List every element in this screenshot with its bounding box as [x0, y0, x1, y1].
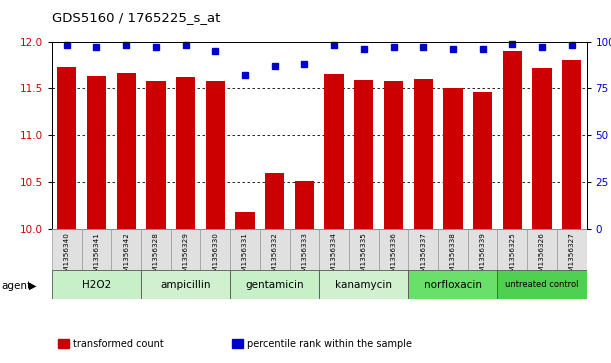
Bar [52, 229, 82, 270]
Bar [176, 77, 196, 229]
Bar [438, 229, 468, 270]
Bar [141, 270, 230, 299]
Bar [532, 68, 552, 229]
Bar [57, 67, 76, 229]
Text: norfloxacin: norfloxacin [424, 280, 482, 290]
Text: GSM1356334: GSM1356334 [331, 232, 337, 281]
Bar [497, 270, 587, 299]
Text: GSM1356333: GSM1356333 [301, 232, 307, 281]
Bar [408, 229, 438, 270]
Text: kanamycin: kanamycin [335, 280, 392, 290]
Bar [497, 229, 527, 270]
Text: GSM1356329: GSM1356329 [183, 232, 189, 281]
Text: GSM1356337: GSM1356337 [420, 232, 426, 281]
Bar [349, 229, 379, 270]
Bar [527, 229, 557, 270]
Text: GSM1356342: GSM1356342 [123, 232, 129, 281]
Bar [230, 229, 260, 270]
Bar [230, 270, 319, 299]
Bar [117, 73, 136, 229]
Bar [384, 81, 403, 229]
Bar [320, 270, 408, 299]
Text: percentile rank within the sample: percentile rank within the sample [247, 339, 412, 349]
Text: GDS5160 / 1765225_s_at: GDS5160 / 1765225_s_at [52, 11, 221, 24]
Bar [408, 270, 497, 299]
Text: GSM1356331: GSM1356331 [242, 232, 248, 281]
Bar [87, 76, 106, 229]
Bar [265, 173, 284, 229]
Bar [235, 212, 255, 229]
Bar [111, 229, 141, 270]
Bar [170, 229, 200, 270]
Text: GSM1356339: GSM1356339 [480, 232, 486, 281]
Bar [324, 74, 344, 229]
Text: gentamicin: gentamicin [246, 280, 304, 290]
Bar [82, 229, 111, 270]
Text: GSM1356332: GSM1356332 [272, 232, 277, 281]
Text: transformed count: transformed count [73, 339, 164, 349]
Bar [414, 79, 433, 229]
Bar [354, 80, 373, 229]
Text: H2O2: H2O2 [82, 280, 111, 290]
Bar [290, 229, 319, 270]
Text: GSM1356330: GSM1356330 [212, 232, 218, 281]
Text: ▶: ▶ [29, 281, 37, 291]
Text: GSM1356341: GSM1356341 [93, 232, 100, 281]
Text: agent: agent [2, 281, 32, 291]
Text: GSM1356336: GSM1356336 [390, 232, 397, 281]
Bar [260, 229, 290, 270]
Bar [206, 81, 225, 229]
Bar [379, 229, 408, 270]
Bar [52, 270, 141, 299]
Text: GSM1356340: GSM1356340 [64, 232, 70, 281]
Text: GSM1356335: GSM1356335 [361, 232, 367, 281]
Bar [503, 51, 522, 229]
Bar [557, 229, 587, 270]
Bar [141, 229, 170, 270]
Bar [562, 60, 581, 229]
Bar [473, 92, 492, 229]
Bar [320, 229, 349, 270]
Text: untreated control: untreated control [505, 281, 579, 289]
Bar [443, 89, 463, 229]
Bar [295, 181, 314, 229]
Bar [200, 229, 230, 270]
Text: GSM1356338: GSM1356338 [450, 232, 456, 281]
Text: GSM1356327: GSM1356327 [569, 232, 575, 281]
Text: GSM1356328: GSM1356328 [153, 232, 159, 281]
Text: GSM1356325: GSM1356325 [510, 232, 515, 281]
Text: GSM1356326: GSM1356326 [539, 232, 545, 281]
Bar [468, 229, 497, 270]
Text: ampicillin: ampicillin [160, 280, 211, 290]
Bar [146, 81, 166, 229]
